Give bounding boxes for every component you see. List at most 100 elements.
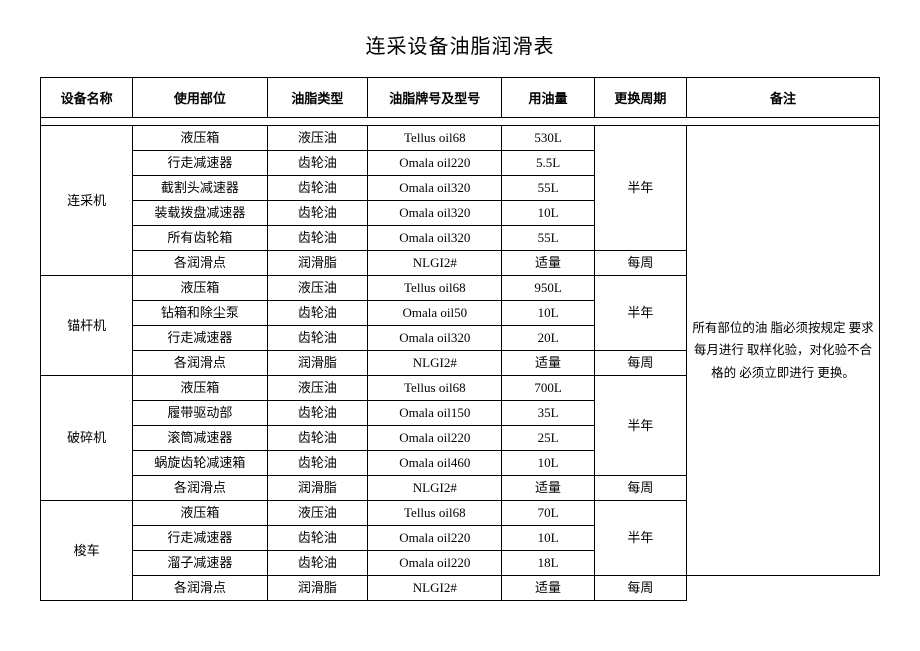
- cell-oil-type: 齿轮油: [267, 526, 368, 551]
- cell-oil-type: 液压油: [267, 126, 368, 151]
- cell-equipment: 锚杆机: [41, 276, 133, 376]
- cell-qty: 35L: [502, 401, 594, 426]
- cell-oil-type: 齿轮油: [267, 326, 368, 351]
- cell-qty: 适量: [502, 576, 594, 601]
- cell-qty: 950L: [502, 276, 594, 301]
- cell-qty: 55L: [502, 176, 594, 201]
- cell-qty: 10L: [502, 201, 594, 226]
- col-cycle: 更换周期: [594, 78, 686, 118]
- cell-oil-type: 齿轮油: [267, 426, 368, 451]
- cell-part: 行走减速器: [133, 326, 267, 351]
- cell-qty: 适量: [502, 351, 594, 376]
- cell-oil-model: Omala oil320: [368, 201, 502, 226]
- cell-part: 各润滑点: [133, 251, 267, 276]
- cell-oil-model: Omala oil220: [368, 426, 502, 451]
- cell-qty: 700L: [502, 376, 594, 401]
- cell-oil-model: Omala oil320: [368, 326, 502, 351]
- cell-oil-model: Tellus oil68: [368, 276, 502, 301]
- cell-cycle: 半年: [594, 126, 686, 251]
- cell-qty: 10L: [502, 451, 594, 476]
- cell-cycle: 每周: [594, 576, 686, 601]
- table-row: 连采机 液压箱 液压油 Tellus oil68 530L 半年 所有部位的油 …: [41, 126, 880, 151]
- cell-oil-model: Omala oil220: [368, 551, 502, 576]
- cell-cycle: 每周: [594, 351, 686, 376]
- cell-note: 所有部位的油 脂必须按规定 要求每月进行 取样化验，对化验不合格的 必须立即进行…: [686, 126, 879, 576]
- cell-oil-model: Omala oil460: [368, 451, 502, 476]
- cell-part: 液压箱: [133, 376, 267, 401]
- cell-oil-model: Tellus oil68: [368, 501, 502, 526]
- cell-oil-type: 齿轮油: [267, 451, 368, 476]
- cell-part: 各润滑点: [133, 351, 267, 376]
- cell-oil-model: Tellus oil68: [368, 376, 502, 401]
- cell-part: 液压箱: [133, 276, 267, 301]
- cell-oil-type: 齿轮油: [267, 151, 368, 176]
- cell-qty: 20L: [502, 326, 594, 351]
- cell-equipment: 连采机: [41, 126, 133, 276]
- cell-oil-type: 齿轮油: [267, 176, 368, 201]
- cell-qty: 适量: [502, 251, 594, 276]
- table-row: 各润滑点 润滑脂 NLGI2# 适量 每周: [41, 576, 880, 601]
- cell-equipment: 梭车: [41, 501, 133, 601]
- cell-cycle: 半年: [594, 501, 686, 576]
- cell-oil-model: Omala oil220: [368, 526, 502, 551]
- page-title: 连采设备油脂润滑表: [40, 30, 880, 59]
- cell-oil-type: 齿轮油: [267, 201, 368, 226]
- cell-qty: 530L: [502, 126, 594, 151]
- cell-cycle: 半年: [594, 276, 686, 351]
- cell-oil-model: NLGI2#: [368, 576, 502, 601]
- cell-oil-type: 齿轮油: [267, 301, 368, 326]
- cell-part: 装载拨盘减速器: [133, 201, 267, 226]
- cell-part: 钻箱和除尘泵: [133, 301, 267, 326]
- col-oil-type: 油脂类型: [267, 78, 368, 118]
- cell-oil-type: 液压油: [267, 376, 368, 401]
- cell-oil-model: Omala oil320: [368, 226, 502, 251]
- cell-part: 各润滑点: [133, 476, 267, 501]
- cell-oil-model: Omala oil220: [368, 151, 502, 176]
- col-equipment: 设备名称: [41, 78, 133, 118]
- spacer-row: [41, 118, 880, 126]
- cell-oil-model: NLGI2#: [368, 351, 502, 376]
- cell-part: 各润滑点: [133, 576, 267, 601]
- cell-part: 截割头减速器: [133, 176, 267, 201]
- col-part: 使用部位: [133, 78, 267, 118]
- cell-cycle: 半年: [594, 376, 686, 476]
- cell-qty: 10L: [502, 526, 594, 551]
- cell-oil-type: 齿轮油: [267, 226, 368, 251]
- cell-part: 液压箱: [133, 501, 267, 526]
- cell-qty: 5.5L: [502, 151, 594, 176]
- cell-oil-model: Omala oil50: [368, 301, 502, 326]
- cell-oil-type: 润滑脂: [267, 476, 368, 501]
- cell-oil-type: 液压油: [267, 276, 368, 301]
- cell-qty: 10L: [502, 301, 594, 326]
- cell-oil-type: 齿轮油: [267, 551, 368, 576]
- header-row: 设备名称 使用部位 油脂类型 油脂牌号及型号 用油量 更换周期 备注: [41, 78, 880, 118]
- cell-oil-type: 润滑脂: [267, 576, 368, 601]
- cell-oil-type: 液压油: [267, 501, 368, 526]
- cell-oil-model: Tellus oil68: [368, 126, 502, 151]
- cell-qty: 55L: [502, 226, 594, 251]
- cell-part: 溜子减速器: [133, 551, 267, 576]
- cell-part: 行走减速器: [133, 526, 267, 551]
- cell-oil-model: NLGI2#: [368, 476, 502, 501]
- cell-oil-type: 润滑脂: [267, 351, 368, 376]
- cell-cycle: 每周: [594, 251, 686, 276]
- cell-part: 蜗旋齿轮减速箱: [133, 451, 267, 476]
- col-quantity: 用油量: [502, 78, 594, 118]
- cell-part: 液压箱: [133, 126, 267, 151]
- cell-qty: 70L: [502, 501, 594, 526]
- lubrication-table: 设备名称 使用部位 油脂类型 油脂牌号及型号 用油量 更换周期 备注 连采机 液…: [40, 77, 880, 601]
- col-note: 备注: [686, 78, 879, 118]
- cell-part: 履带驱动部: [133, 401, 267, 426]
- cell-part: 滚筒减速器: [133, 426, 267, 451]
- cell-cycle: 每周: [594, 476, 686, 501]
- cell-oil-type: 齿轮油: [267, 401, 368, 426]
- cell-oil-type: 润滑脂: [267, 251, 368, 276]
- cell-qty: 适量: [502, 476, 594, 501]
- cell-oil-model: Omala oil320: [368, 176, 502, 201]
- cell-part: 行走减速器: [133, 151, 267, 176]
- cell-part: 所有齿轮箱: [133, 226, 267, 251]
- col-oil-model: 油脂牌号及型号: [368, 78, 502, 118]
- cell-qty: 25L: [502, 426, 594, 451]
- cell-qty: 18L: [502, 551, 594, 576]
- cell-equipment: 破碎机: [41, 376, 133, 501]
